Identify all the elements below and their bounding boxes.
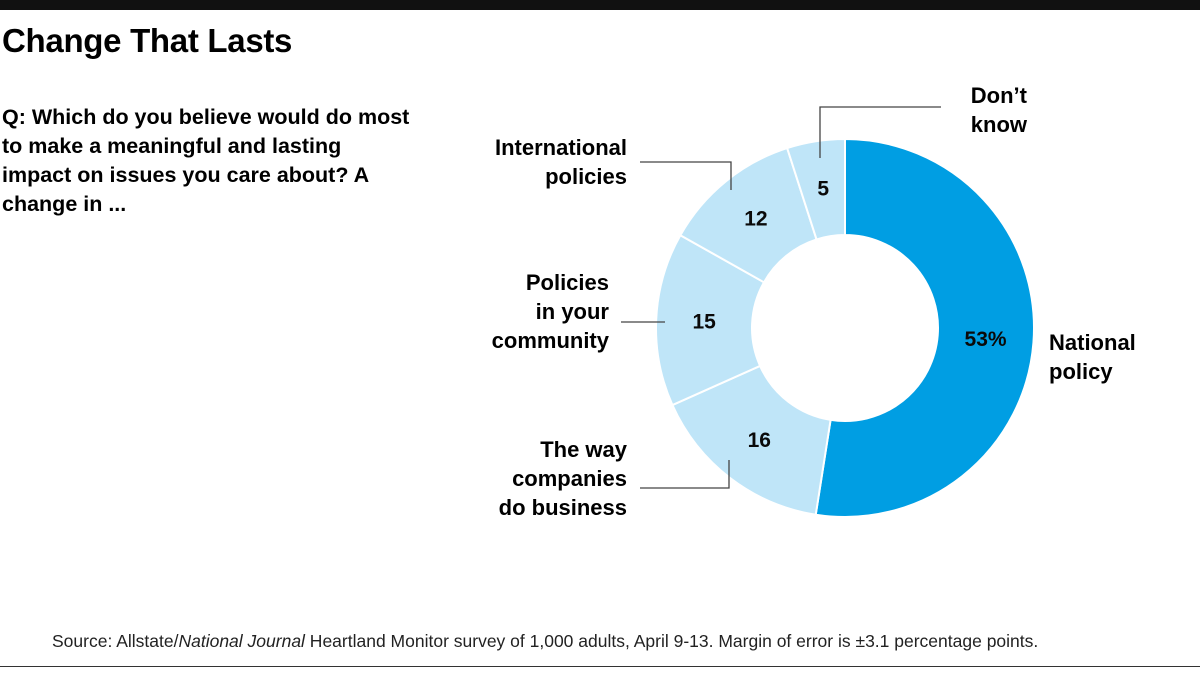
leader-line-international-policies xyxy=(640,161,732,190)
category-label-the-way-companies-do-business: The way companies do business xyxy=(499,437,628,520)
slice-national-policy xyxy=(814,137,1035,518)
survey-question: Q: Which do you believe would do most to… xyxy=(2,105,410,216)
value-label-the-way-companies-do-business: 16 xyxy=(748,429,771,452)
source-note: Source: Allstate/National Journal Heartl… xyxy=(52,631,1038,652)
value-label-policies-in-your-community: 15 xyxy=(692,310,716,333)
source-prefix: Source: Allstate/ xyxy=(52,631,179,651)
source-suffix: Heartland Monitor survey of 1,000 adults… xyxy=(304,631,1039,651)
value-label-national-policy: 53% xyxy=(965,328,1007,351)
category-label-policies-in-your-community: Policies in your community xyxy=(492,270,610,353)
slice-the-way-companies-do-business xyxy=(671,364,832,516)
value-label-don-t-know: 5 xyxy=(817,178,829,201)
bottom-rule xyxy=(0,666,1200,667)
category-label-national-policy: National policy xyxy=(1049,330,1136,384)
leader-line-the-way-companies-do-business xyxy=(640,460,730,489)
top-rule xyxy=(0,0,1200,10)
chart-title: Change That Lasts xyxy=(2,22,293,59)
category-label-don-t-know: Don’t know xyxy=(971,83,1028,137)
leader-line-don-t-know xyxy=(819,106,941,158)
category-label-international-policies: International policies xyxy=(495,135,627,189)
slice-don-t-know xyxy=(785,137,846,241)
source-publication: National Journal xyxy=(178,631,305,651)
slice-policies-in-your-community xyxy=(655,233,766,407)
value-label-international-policies: 12 xyxy=(744,208,767,231)
